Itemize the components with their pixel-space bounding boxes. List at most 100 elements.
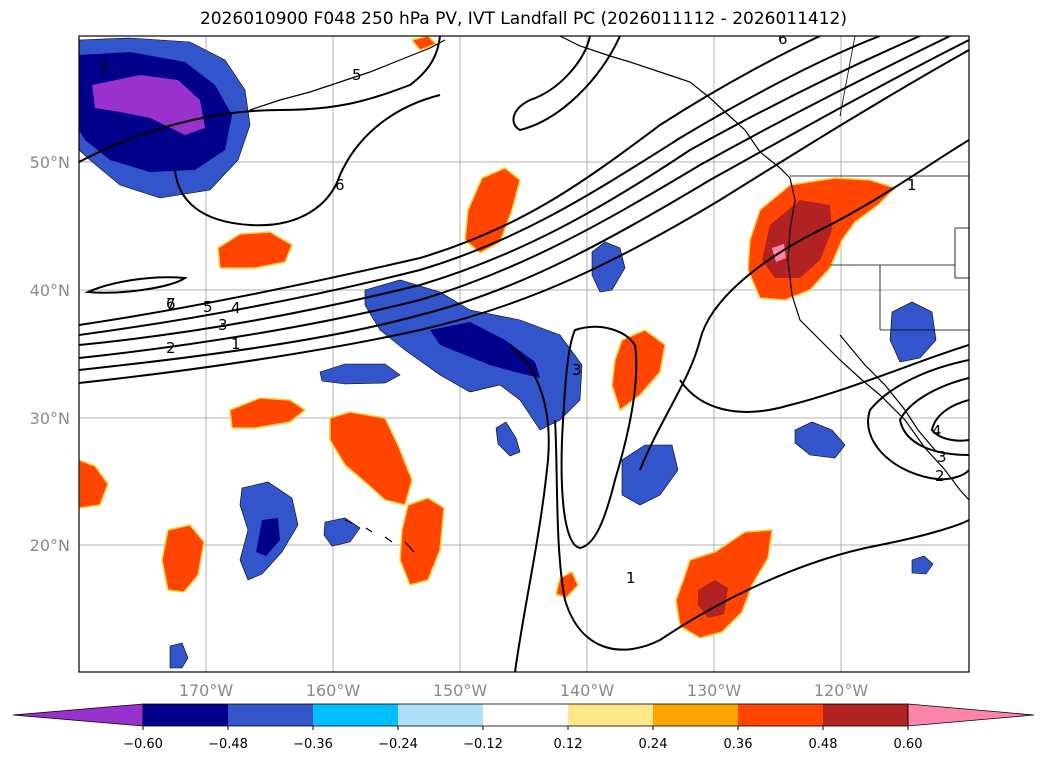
lon-label: 170°W	[179, 681, 234, 700]
contour-label: 7	[166, 295, 176, 313]
pv-positive-blob-9-core	[698, 580, 728, 618]
pv-positive-blob-5	[399, 497, 445, 586]
contour-line	[79, 36, 441, 163]
contour-labels: 7 7 6 5 4 3 2 1 6 5 3 1 1 4 3 2 6	[98, 30, 947, 587]
colorbar-segment	[313, 704, 398, 726]
colorbar-tick-label: 0.36	[724, 737, 753, 752]
pv-positive-anomalies	[79, 36, 897, 639]
colorbar-tick-label: 0.24	[639, 737, 668, 752]
contour-line	[867, 359, 969, 481]
contour-label: 4	[932, 422, 942, 440]
colorbar: −0.60 −0.48 −0.36 −0.24 −0.12 0.12 0.24 0.36 0.4…	[12, 703, 1035, 752]
contour-label: 1	[907, 176, 917, 194]
colorbar-tick-label: −0.36	[293, 737, 333, 752]
colorbar-tick-label: −0.12	[463, 737, 503, 752]
contour-label: 2	[935, 467, 945, 485]
contour-label: 4	[231, 299, 241, 317]
colorbar-segment	[738, 704, 823, 726]
colorbar-segment	[823, 704, 908, 726]
contour-label: 5	[203, 298, 213, 316]
pv-negative-blob-8	[794, 421, 846, 459]
north-america-coast	[787, 177, 969, 501]
pv-positive-blob-11	[410, 36, 438, 51]
map-panel: 7 7 6 5 4 3 2 1 6 5 3 1 1 4 3 2 6	[78, 30, 970, 673]
pv-positive-blob-9	[675, 529, 773, 639]
contour-label: 1	[231, 335, 241, 353]
pv-negative-blob-9	[495, 421, 521, 457]
pv-negative-blob-11	[911, 555, 934, 575]
contour-line	[509, 344, 550, 672]
contour-label: 3	[937, 448, 947, 466]
map-title: 2026010900 F048 250 hPa PV, IVT Landfall…	[199, 9, 847, 29]
contour-line	[79, 36, 821, 326]
coastlines	[249, 36, 969, 553]
colorbar-segment	[568, 704, 653, 726]
aleutian-chain	[249, 39, 446, 111]
pv-negative-blob-5	[591, 241, 626, 293]
contour-label: 2	[166, 339, 176, 357]
colorbar-tick-label: −0.24	[378, 737, 418, 752]
pv-positive-blob-4	[329, 411, 413, 506]
longitude-labels: 170°W 160°W 150°W 140°W 130°W 120°W	[179, 681, 869, 700]
lat-label: 20°N	[30, 536, 70, 555]
pv-positive-blob-7	[79, 459, 109, 509]
contour-line	[512, 36, 621, 132]
colorbar-segment	[228, 704, 313, 726]
contour-label: 6	[166, 295, 176, 313]
colorbar-tick-label: −0.60	[123, 737, 163, 752]
colorbar-tick-label: 0.60	[894, 737, 923, 752]
contour-label: 3	[572, 361, 582, 379]
contour-line	[898, 377, 969, 456]
contour-line	[79, 36, 921, 346]
colorbar-frame	[142, 703, 909, 727]
pv-positive-blob-1	[464, 167, 521, 254]
contour-label: 5	[352, 66, 362, 84]
pv-negative-central-core	[430, 322, 540, 378]
colorbar-tick-label: 0.12	[554, 737, 583, 752]
colorbar-tick-label: −0.48	[208, 737, 248, 752]
lon-label: 130°W	[687, 681, 742, 700]
contour-label: 6	[778, 30, 788, 48]
pv-negative-northwest-extreme	[92, 75, 205, 135]
pv-positive-blob-6	[161, 524, 205, 593]
colorbar-max-arrow	[907, 703, 1035, 727]
colorbar-segment	[483, 704, 568, 726]
contour-line	[930, 399, 969, 442]
contour-line	[84, 276, 188, 294]
contour-line	[79, 36, 881, 336]
contour-line	[79, 36, 951, 359]
lat-label: 40°N	[30, 281, 70, 300]
baja-coast	[839, 334, 936, 451]
lon-label: 120°W	[814, 681, 869, 700]
pv-negative-blob-6	[621, 444, 679, 506]
contour-line	[560, 325, 638, 550]
colorbar-min-arrow	[12, 703, 144, 727]
contour-line	[639, 139, 969, 471]
hawaii-islands	[344, 519, 415, 553]
contour-line	[174, 94, 441, 227]
colorbar-segment	[398, 704, 483, 726]
contour-line	[679, 344, 969, 413]
lat-label: 30°N	[30, 409, 70, 428]
contour-line	[79, 39, 969, 371]
pv-negative-blob-10	[169, 642, 189, 669]
colorbar-segment	[143, 704, 228, 726]
contour-label: 6	[335, 176, 345, 194]
pv-negative-blob-4	[323, 517, 361, 547]
contour-label: 1	[626, 569, 636, 587]
contour-line	[554, 419, 969, 651]
alaska-coast	[559, 36, 791, 179]
political-borders	[790, 36, 969, 331]
colorbar-tick-label: 0.48	[809, 737, 838, 752]
pv-negative-anomalies	[79, 37, 937, 669]
lat-label: 50°N	[30, 153, 70, 172]
pv-positive-blob-2	[217, 231, 293, 269]
latitude-labels: 50°N 40°N 30°N 20°N	[30, 153, 70, 555]
lon-label: 150°W	[433, 681, 488, 700]
pv-positive-blob-8	[611, 329, 666, 412]
ivt-contours	[79, 36, 969, 672]
lon-label: 160°W	[306, 681, 361, 700]
contour-label: 7	[98, 60, 108, 78]
contour-line	[79, 49, 969, 384]
